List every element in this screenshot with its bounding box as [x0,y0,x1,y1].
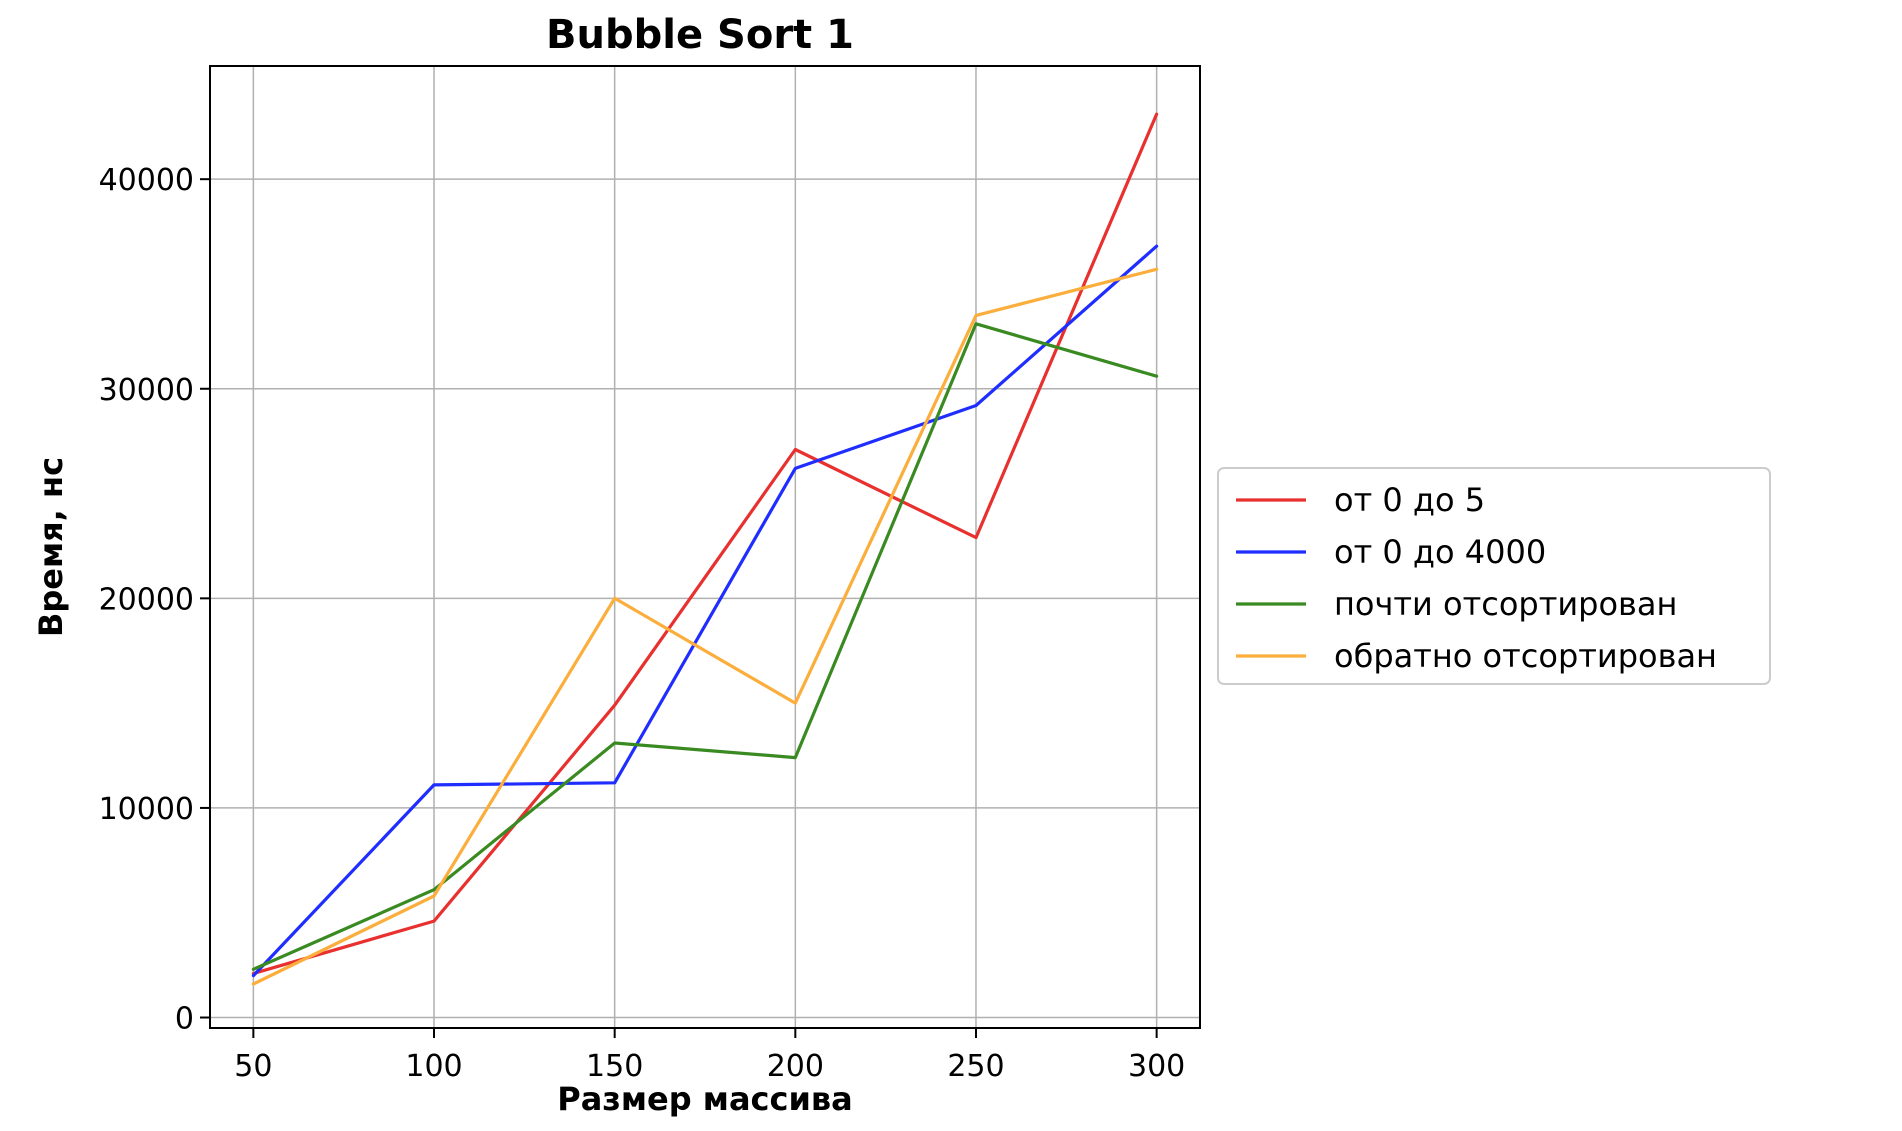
y-axis-label: Время, нс [32,457,70,637]
y-tick-label: 0 [175,1002,194,1037]
x-tick-label: 200 [767,1049,824,1084]
y-tick-label: 40000 [99,163,194,198]
legend: от 0 до 5 от 0 до 4000 почти отсортирован о… [1217,467,1771,685]
axis-ticks: 50 100 150 200 250 300 0 10000 20000 30000 40000 [99,163,1186,1084]
chart-title: Bubble Sort 1 [546,12,854,58]
series-line-2 [251,244,1159,978]
series-line-4 [251,267,1159,986]
x-tick-label: 50 [234,1049,272,1084]
x-tick-label: 250 [947,1049,1004,1084]
y-tick-label: 10000 [99,792,194,827]
y-tick-label: 20000 [99,582,194,617]
x-axis-label: Размер массива [557,1080,853,1118]
series-lines [251,112,1159,986]
legend-label: почти отсортирован [1334,585,1677,623]
x-tick-label: 300 [1128,1049,1185,1084]
legend-label: от 0 до 5 [1334,481,1485,519]
legend-items: от 0 до 5 от 0 до 4000 почти отсортирован о… [1236,481,1717,675]
legend-label: от 0 до 4000 [1334,533,1546,571]
series-line-3 [251,322,1159,971]
grid [210,66,1200,1028]
legend-box [1217,467,1771,685]
y-tick-label: 30000 [99,373,194,408]
x-tick-label: 100 [405,1049,462,1084]
plot-frame [209,65,1201,1029]
x-tick-label: 150 [586,1049,643,1084]
legend-label: обратно отсортирован [1334,637,1717,675]
series-line-1 [251,112,1159,976]
